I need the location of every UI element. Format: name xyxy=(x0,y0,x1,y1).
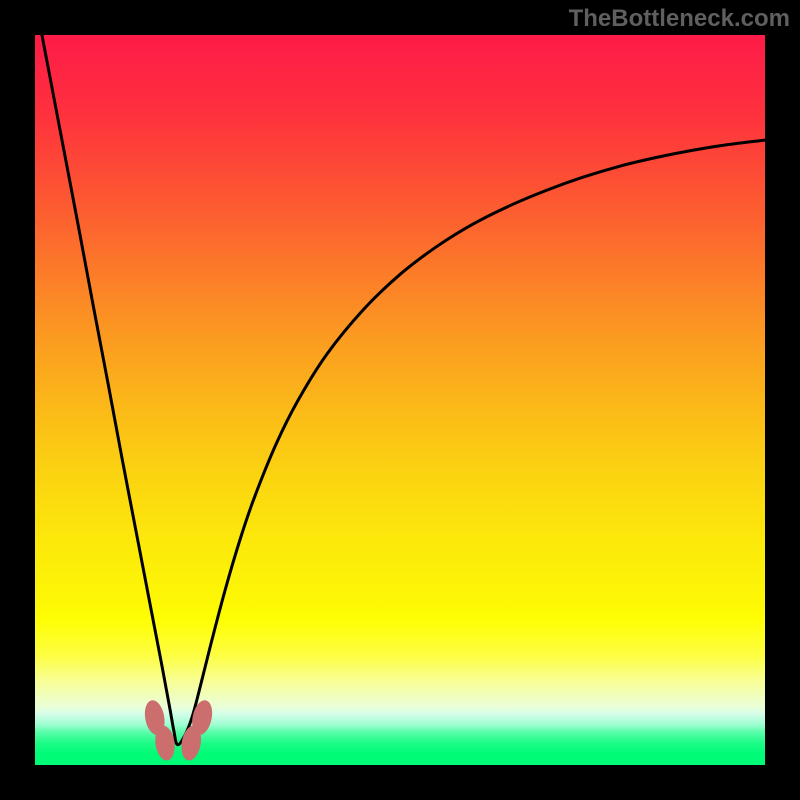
bottleneck-chart: TheBottleneck.com xyxy=(0,0,800,800)
chart-svg: TheBottleneck.com xyxy=(0,0,800,800)
plot-area xyxy=(35,35,765,765)
watermark-text: TheBottleneck.com xyxy=(569,5,790,32)
